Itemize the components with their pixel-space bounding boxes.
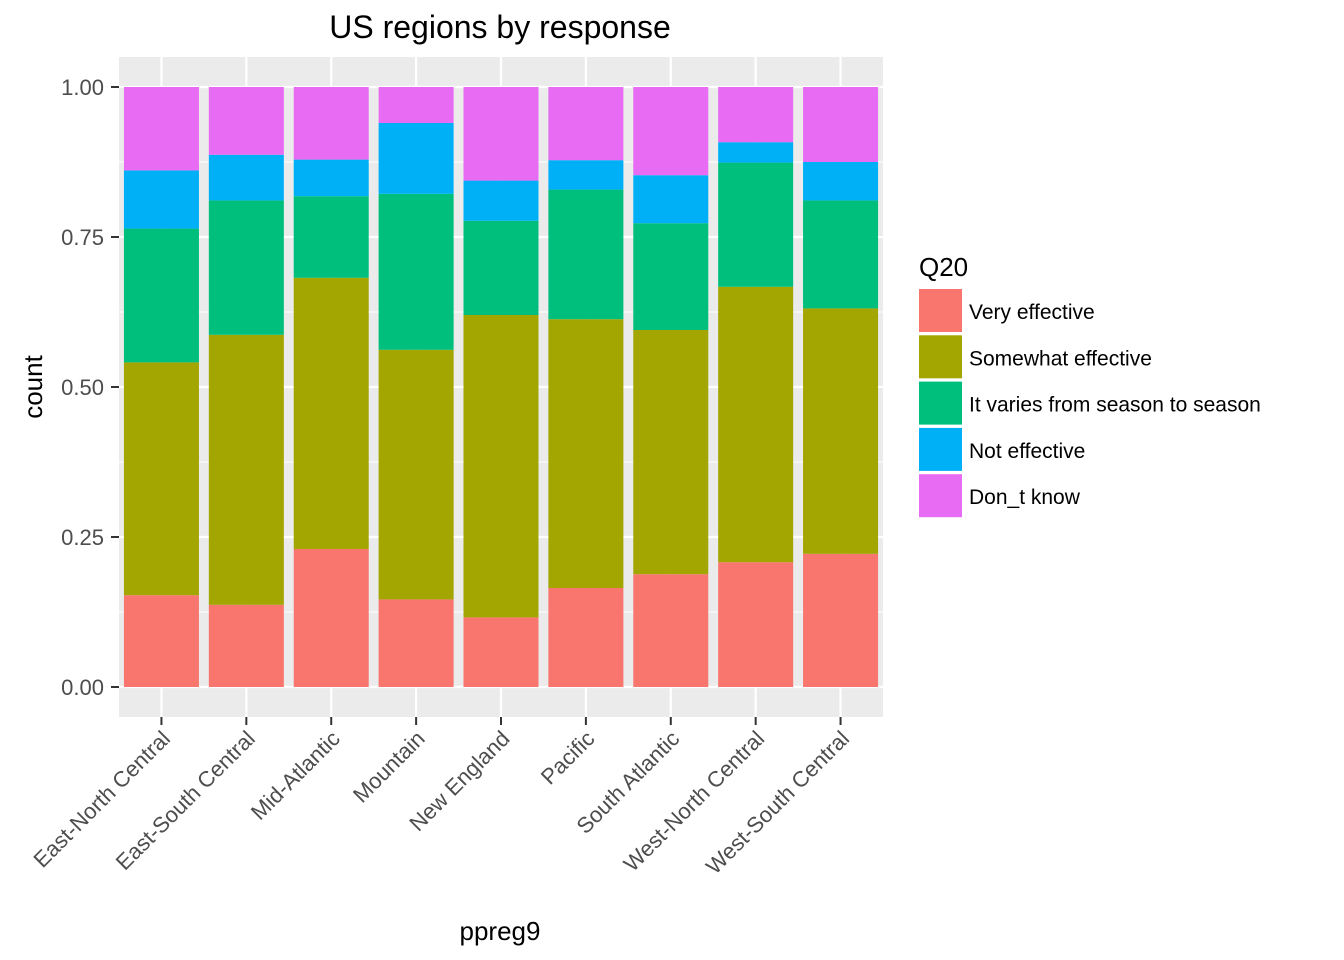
x-tick-label: Mid-Atlantic — [246, 726, 345, 825]
bar-segment — [633, 87, 709, 176]
bar-segment — [548, 189, 624, 320]
bar-segment — [463, 220, 539, 315]
legend-label: Very effective — [969, 301, 1095, 324]
bar-segment — [718, 162, 794, 287]
y-tick-label: 0.50 — [61, 375, 104, 400]
bar-segment — [378, 193, 454, 350]
legend-swatch — [919, 381, 962, 425]
bar-segment — [123, 170, 199, 229]
bar-segment — [208, 154, 284, 201]
y-axis: 0.00 0.25 0.50 0.75 1.00 — [61, 75, 119, 700]
x-tick-label: East-South Central — [111, 726, 260, 875]
legend-label: Somewhat effective — [969, 347, 1152, 370]
bar-segment — [633, 175, 709, 224]
bar-segment — [718, 142, 794, 163]
bar-segment — [803, 200, 879, 309]
bar-segment — [803, 553, 879, 687]
y-tick-label: 0.25 — [61, 525, 104, 550]
bar-segment — [208, 200, 284, 335]
y-axis-title: count — [18, 354, 48, 418]
y-tick-label: 0.00 — [61, 675, 104, 700]
bar-segment — [378, 123, 454, 194]
bars — [123, 87, 879, 687]
y-tick-label: 0.75 — [61, 225, 104, 250]
bar-segment — [633, 330, 709, 575]
x-tick-label: West-South Central — [701, 726, 854, 879]
legend-swatch — [919, 335, 962, 379]
bar-segment — [718, 87, 794, 143]
bar-segment — [463, 87, 539, 181]
x-axis-title: ppreg9 — [460, 916, 541, 946]
x-tick-label: West-North Central — [619, 726, 770, 877]
bar-segment — [208, 604, 284, 687]
legend-label: Not effective — [969, 440, 1085, 463]
bar-segment — [378, 349, 454, 600]
bar-segment — [208, 334, 284, 605]
bar-segment — [463, 180, 539, 221]
bar-segment — [378, 87, 454, 123]
bar-segment — [803, 87, 879, 162]
bar-segment — [633, 223, 709, 330]
bar-segment — [123, 362, 199, 596]
bar-segment — [548, 160, 624, 190]
legend-swatch — [919, 474, 962, 518]
bar-segment — [293, 87, 369, 160]
legend: Q20 Very effective Somewhat effective It v… — [919, 252, 1261, 518]
bar-segment — [293, 549, 369, 687]
chart-title: US regions by response — [329, 9, 671, 45]
bar-segment — [378, 599, 454, 687]
bar-segment — [293, 277, 369, 549]
bar-segment — [548, 588, 624, 687]
bar-segment — [123, 87, 199, 171]
legend-title: Q20 — [919, 252, 968, 282]
x-tick-label: Mountain — [348, 726, 430, 808]
bar-segment — [718, 286, 794, 563]
legend-label: It varies from season to season — [969, 394, 1261, 417]
legend-label: Don_t know — [969, 486, 1081, 509]
bar-segment — [293, 196, 369, 278]
bar-segment — [718, 562, 794, 687]
bar-segment — [803, 162, 879, 201]
bar-segment — [208, 87, 284, 155]
x-tick-label: Pacific — [536, 726, 599, 789]
bar-segment — [548, 87, 624, 161]
bar-segment — [633, 574, 709, 687]
bar-segment — [123, 228, 199, 363]
bar-segment — [803, 308, 879, 554]
legend-swatch — [919, 427, 962, 471]
y-tick-label: 1.00 — [61, 75, 104, 100]
bar-segment — [293, 159, 369, 197]
bar-segment — [548, 319, 624, 588]
bar-segment — [463, 617, 539, 687]
bar-segment — [463, 315, 539, 618]
bar-segment — [123, 595, 199, 687]
legend-swatch — [919, 289, 962, 332]
